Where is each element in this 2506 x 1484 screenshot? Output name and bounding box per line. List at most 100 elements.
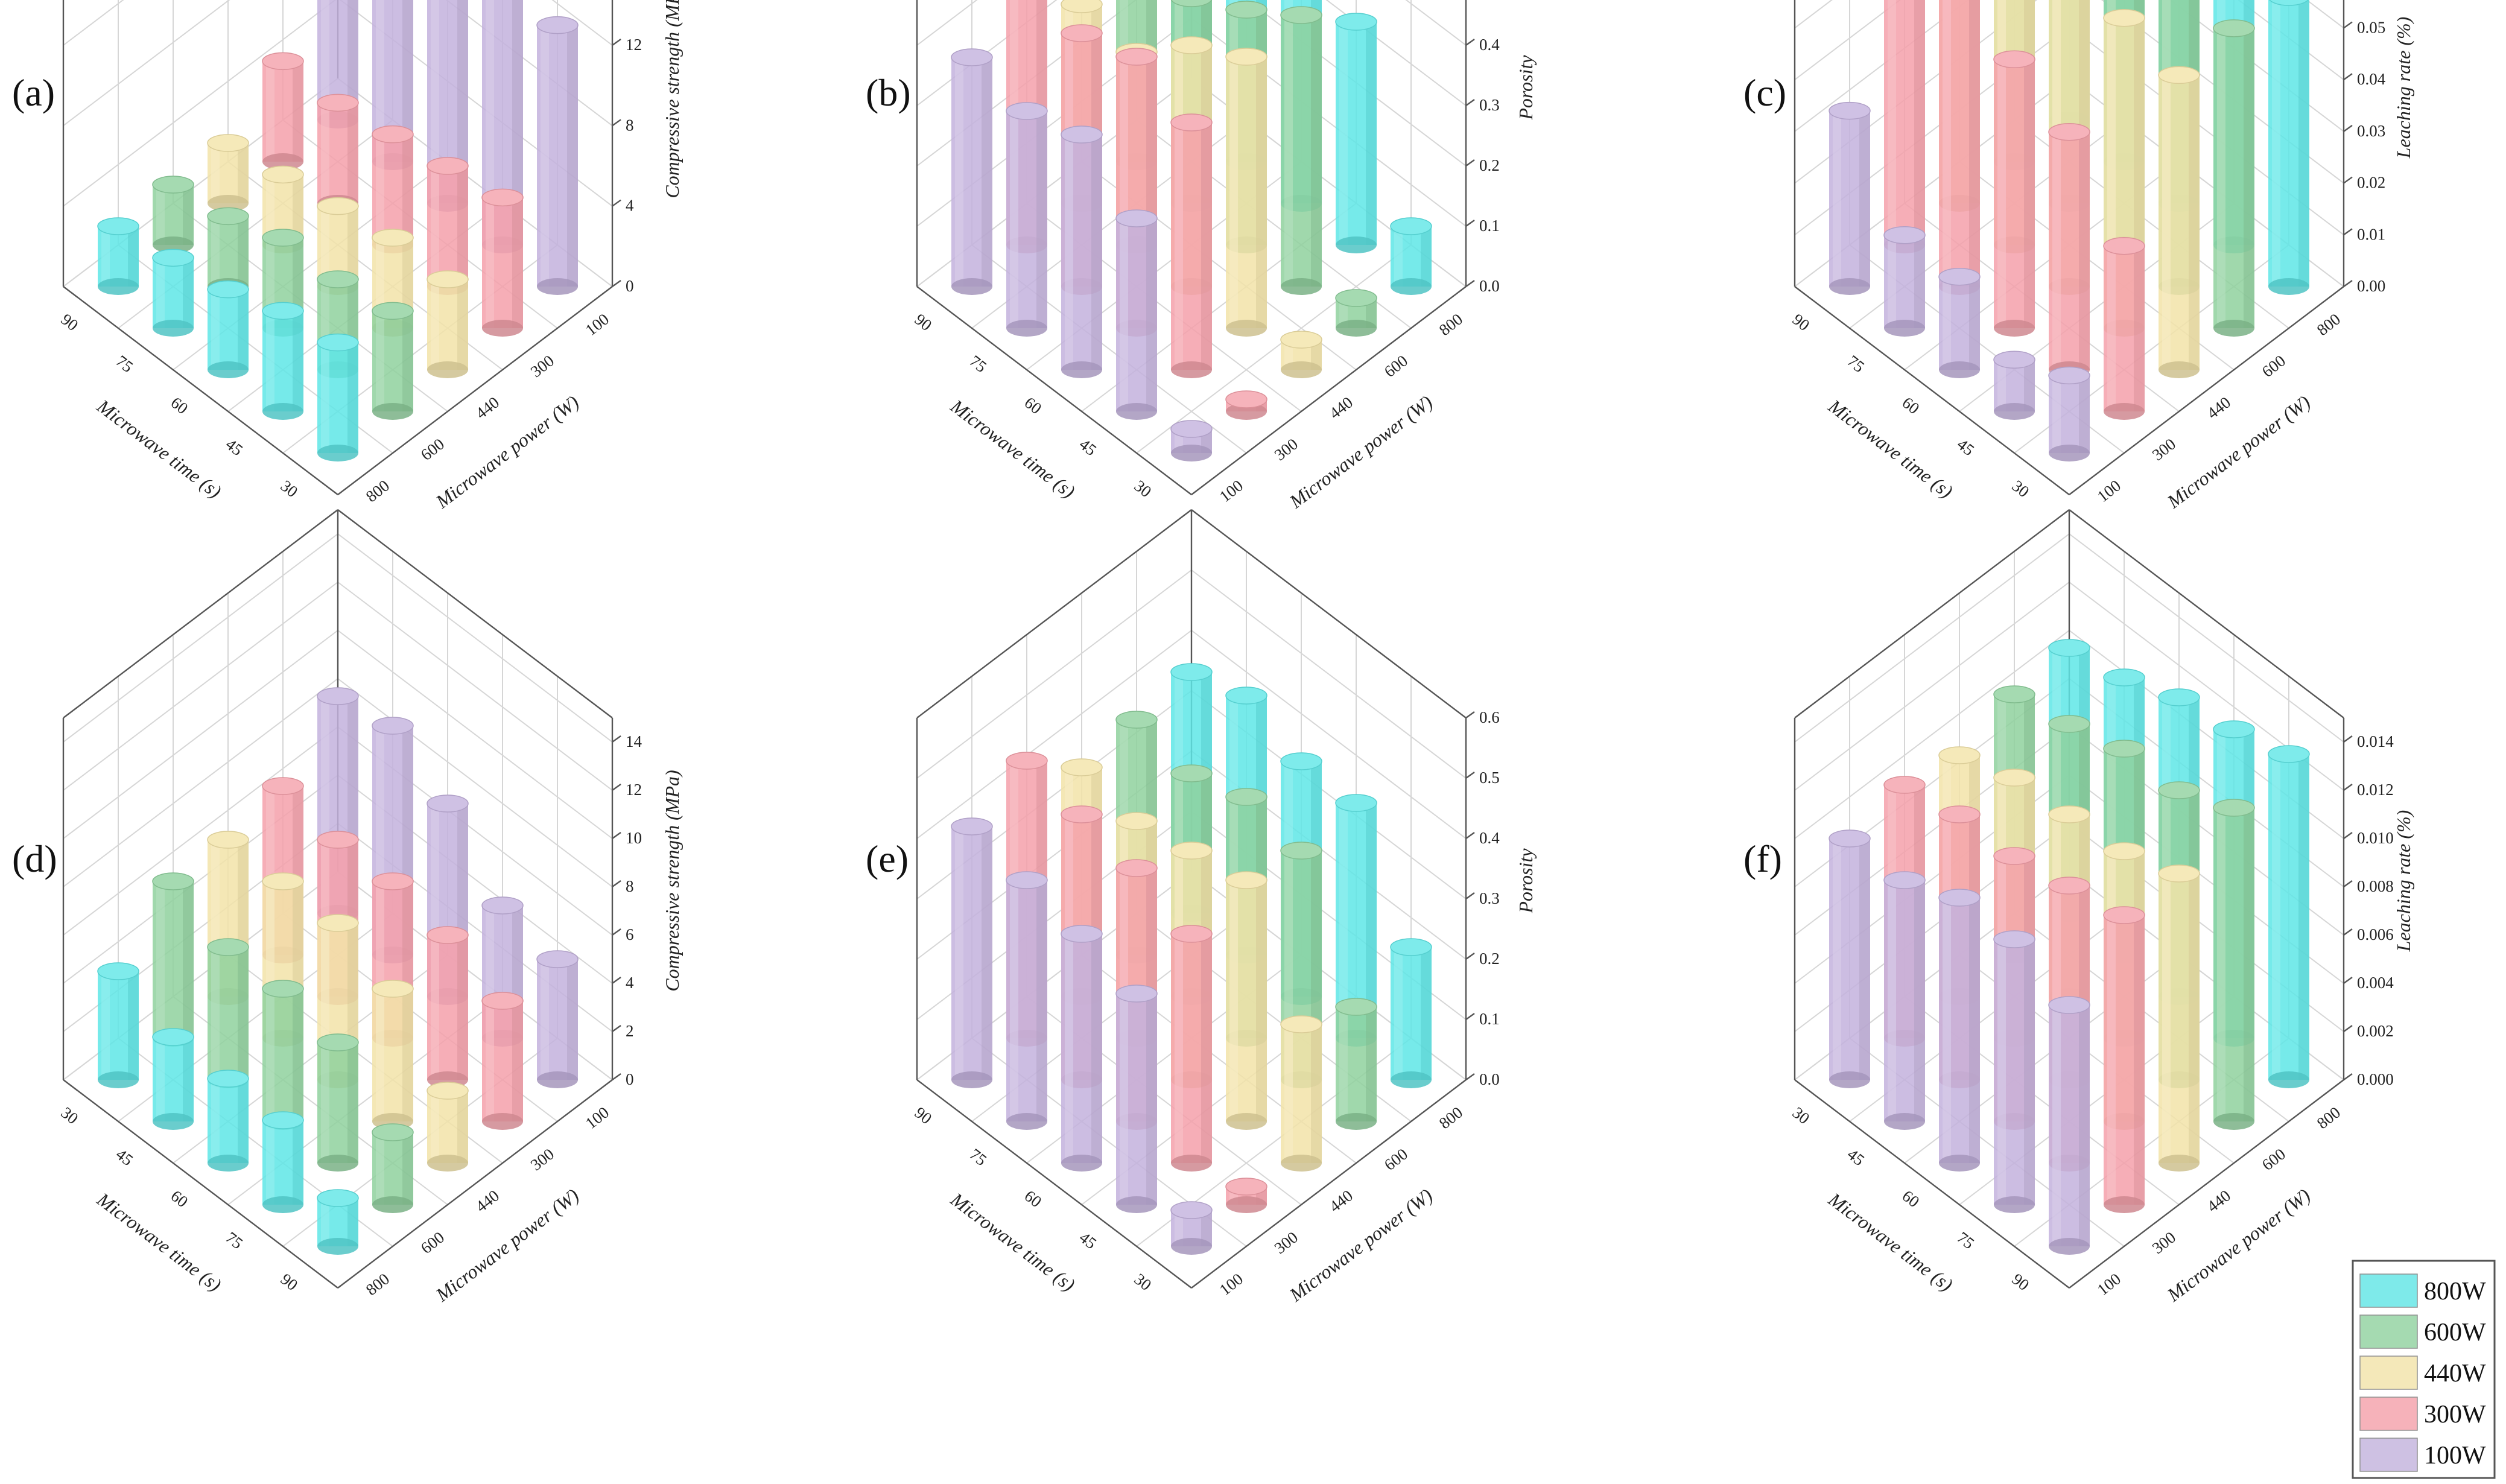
power-tick-label: 300 xyxy=(1271,1228,1301,1258)
panel-label: (e) xyxy=(866,837,909,880)
time-tick-label: 45 xyxy=(1076,435,1100,459)
bar xyxy=(427,157,469,295)
bar xyxy=(262,52,304,170)
time-tick-label: 45 xyxy=(1076,1228,1100,1252)
bar xyxy=(1335,13,1377,253)
z-tick-label: 0.05 xyxy=(2357,18,2385,36)
bar xyxy=(427,1082,469,1172)
legend-label: 100W xyxy=(2424,1442,2486,1470)
bars xyxy=(97,687,579,1255)
bar xyxy=(207,938,249,1088)
bar xyxy=(1883,226,1926,337)
power-tick-label: 440 xyxy=(472,1187,503,1216)
y-axis-title: Microwave time (s) xyxy=(1824,1188,1957,1295)
bar xyxy=(2268,745,2310,1088)
power-tick-label: 300 xyxy=(527,352,557,381)
z-axis-title: Porosity xyxy=(1515,848,1537,914)
x-axis-title: Microwave power (W) xyxy=(2163,391,2314,513)
time-tick-label: 45 xyxy=(113,1145,137,1169)
power-tick-label: 300 xyxy=(2149,1228,2179,1258)
bar xyxy=(317,94,359,212)
time-tick-label: 30 xyxy=(1131,1270,1155,1294)
power-tick-label: 300 xyxy=(1271,435,1301,465)
z-tick-label: 6 xyxy=(626,925,634,943)
time-tick-label: 60 xyxy=(1021,1187,1045,1211)
z-tick-label: 8 xyxy=(626,116,634,134)
time-tick-label: 60 xyxy=(1021,393,1045,417)
z-tick-label: 0 xyxy=(626,277,634,295)
z-tick-label: 0.2 xyxy=(1479,156,1500,174)
panel-label: (a) xyxy=(12,71,55,114)
time-tick-label: 30 xyxy=(1131,477,1155,501)
time-tick-label: 45 xyxy=(1844,1145,1868,1169)
x-axis-title: Microwave power (W) xyxy=(2163,1184,2314,1306)
chart-panel-3: 0.000.010.020.030.040.050.060.07Leaching… xyxy=(1743,0,2414,513)
bars xyxy=(1829,0,2309,461)
bar xyxy=(2158,66,2200,378)
bar xyxy=(207,207,249,295)
bar xyxy=(1170,113,1213,378)
power-tick-label: 100 xyxy=(582,1103,612,1133)
time-tick-label: 60 xyxy=(168,1187,192,1211)
time-tick-label: 30 xyxy=(278,477,302,501)
z-tick-label: 0.000 xyxy=(2357,1070,2394,1088)
bar xyxy=(152,249,194,337)
bar xyxy=(152,1028,194,1130)
bar xyxy=(152,176,194,253)
power-tick-label: 600 xyxy=(1381,352,1411,381)
bar xyxy=(1280,6,1322,295)
chart-panel-5: 0.0 0.1 0.2 0.3 0.4 0.5 0.6 Porosity 100 300 440 60… xyxy=(866,509,1537,1306)
z-tick-label: 0.002 xyxy=(2357,1022,2394,1040)
z-tick-label: 2 xyxy=(626,1022,634,1040)
y-axis-title: Microwave time (s) xyxy=(93,1188,226,1295)
bar xyxy=(1993,350,2035,420)
time-tick-label: 60 xyxy=(1899,393,1923,417)
time-tick-label: 90 xyxy=(1789,310,1813,334)
power-tick-label: 300 xyxy=(527,1145,557,1175)
z-tick-label: 0.010 xyxy=(2357,829,2394,847)
bar xyxy=(372,302,414,420)
bar xyxy=(207,1070,249,1172)
time-tick-label: 90 xyxy=(912,1103,936,1127)
z-axis-title: Leaching rate (%) xyxy=(2393,810,2414,953)
bar xyxy=(951,817,993,1088)
bar xyxy=(317,1033,359,1172)
bar xyxy=(1061,925,1103,1172)
panel-label: (b) xyxy=(866,71,911,114)
bar xyxy=(1115,985,1158,1213)
bar xyxy=(152,872,194,1047)
time-tick-label: 75 xyxy=(223,1228,247,1252)
power-tick-label: 100 xyxy=(582,310,612,340)
time-tick-label: 75 xyxy=(113,352,137,376)
bar xyxy=(951,48,993,295)
z-tick-label: 0.012 xyxy=(2357,781,2394,799)
x-axis-title: Microwave power (W) xyxy=(1285,1184,1436,1306)
bar xyxy=(2048,366,2090,461)
z-tick-label: 14 xyxy=(626,732,642,750)
power-tick-label: 440 xyxy=(2204,393,2234,423)
z-tick-label: 0.4 xyxy=(1479,829,1500,847)
time-tick-label: 90 xyxy=(2009,1270,2033,1294)
power-tick-label: 800 xyxy=(1436,1103,1466,1133)
time-tick-label: 60 xyxy=(1899,1187,1923,1211)
bar xyxy=(97,217,139,295)
z-axis-title: Porosity xyxy=(1515,55,1537,121)
bar xyxy=(1938,889,1981,1172)
bar xyxy=(1390,938,1432,1088)
bar xyxy=(207,280,249,378)
z-tick-label: 0.2 xyxy=(1479,950,1500,968)
time-tick-label: 75 xyxy=(1844,352,1868,376)
z-tick-label: 0.0 xyxy=(1479,277,1500,295)
bar xyxy=(1280,331,1322,378)
power-tick-label: 600 xyxy=(1381,1145,1411,1175)
z-axis-title: Compressive strength (MPa) xyxy=(661,770,683,991)
power-tick-label: 600 xyxy=(2259,1145,2289,1175)
bar xyxy=(1335,998,1377,1130)
panels: 0481216Compressive strength (MPa)8006004… xyxy=(12,0,2414,1306)
bar xyxy=(372,1123,414,1213)
power-tick-label: 800 xyxy=(1436,310,1466,340)
chart-panel-1: 0481216Compressive strength (MPa)8006004… xyxy=(12,0,683,513)
z-tick-label: 0.0 xyxy=(1479,1070,1500,1088)
time-tick-label: 90 xyxy=(912,310,936,334)
